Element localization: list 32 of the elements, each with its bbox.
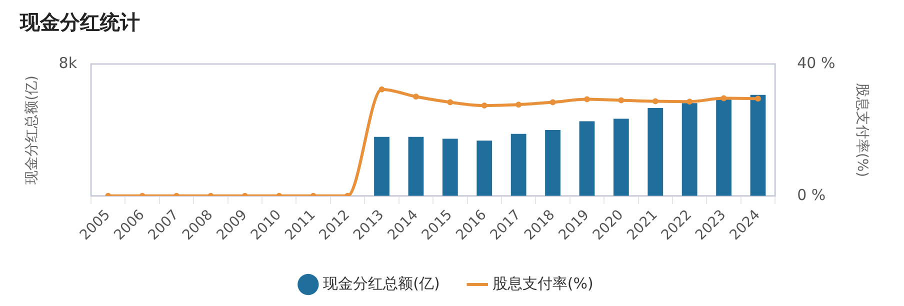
legend-label: 现金分红总额(亿) xyxy=(323,274,440,292)
point xyxy=(652,98,658,104)
bar xyxy=(408,136,424,196)
point xyxy=(754,96,761,102)
bar xyxy=(374,136,390,196)
point xyxy=(720,95,727,102)
bar xyxy=(613,118,629,196)
point xyxy=(550,99,556,106)
point xyxy=(447,99,454,106)
bar xyxy=(579,121,595,196)
bar xyxy=(750,94,766,196)
point xyxy=(481,102,488,109)
bar xyxy=(545,130,560,196)
legend-label: 股息支付率(%) xyxy=(492,274,594,292)
bar xyxy=(476,140,492,196)
bar xyxy=(682,103,698,196)
chart-title: 现金分红统计 xyxy=(19,10,140,34)
point xyxy=(378,86,385,92)
y2-axis-title: 股息支付率(%) xyxy=(854,82,870,178)
y-axis-title: 现金分红总额(亿) xyxy=(24,75,40,184)
point xyxy=(584,96,590,102)
point xyxy=(686,98,693,105)
y-tick-label: 8k xyxy=(58,54,78,72)
bar xyxy=(716,98,732,196)
y2-tick-label: 40 % xyxy=(797,54,836,72)
point xyxy=(412,94,419,100)
point xyxy=(516,102,522,108)
bar xyxy=(442,138,458,196)
bar xyxy=(648,108,664,196)
point xyxy=(618,97,624,104)
y2-tick-label: 0 % xyxy=(797,186,826,204)
bar xyxy=(510,134,526,196)
